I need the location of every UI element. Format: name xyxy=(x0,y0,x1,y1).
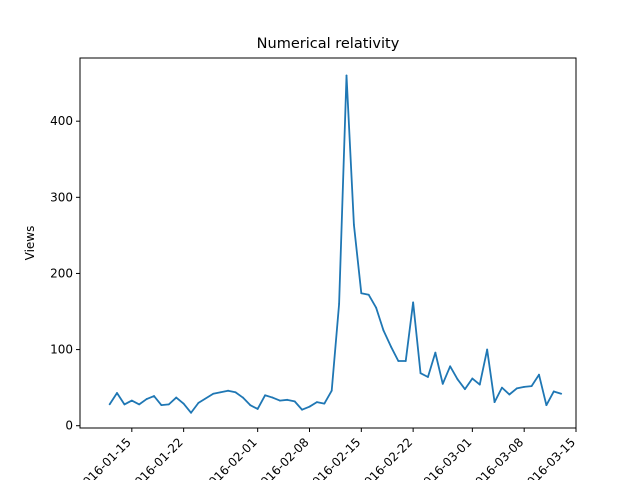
data-point xyxy=(471,377,474,380)
y-tick-label: 100 xyxy=(50,343,73,357)
data-point xyxy=(353,223,355,226)
data-point xyxy=(293,400,296,403)
data-point xyxy=(145,398,148,400)
data-point xyxy=(360,292,363,295)
data-point xyxy=(552,390,555,393)
data-point xyxy=(241,396,244,399)
data-point xyxy=(197,401,200,404)
data-point xyxy=(560,392,563,395)
data-point xyxy=(227,389,229,392)
data-point xyxy=(234,391,237,394)
data-point xyxy=(153,395,155,397)
data-point xyxy=(190,411,192,414)
y-tick-label: 300 xyxy=(50,190,73,204)
data-point xyxy=(404,360,407,362)
data-point xyxy=(123,403,126,406)
data-point xyxy=(315,401,318,404)
data-point xyxy=(249,404,252,407)
y-tick-label: 400 xyxy=(50,114,73,128)
data-point xyxy=(345,74,348,77)
series-line xyxy=(108,74,562,414)
data-point xyxy=(338,303,341,305)
data-point xyxy=(175,396,178,399)
data-point xyxy=(367,293,370,296)
plot-area xyxy=(108,74,563,414)
chart-title: Numerical relativity xyxy=(257,36,400,52)
data-point xyxy=(375,306,378,309)
x-tick-label: 2016-03-01 xyxy=(415,435,474,480)
data-point xyxy=(138,403,141,406)
data-point xyxy=(256,408,259,410)
data-point xyxy=(182,402,185,405)
data-point xyxy=(116,392,118,394)
y-tick-label: 0 xyxy=(65,419,73,433)
data-point xyxy=(130,399,133,402)
data-point xyxy=(523,385,526,388)
data-point xyxy=(530,385,533,388)
data-point xyxy=(419,372,422,375)
data-point xyxy=(330,389,333,392)
data-point xyxy=(464,388,466,391)
data-point xyxy=(538,373,540,376)
data-point xyxy=(382,329,385,332)
data-point xyxy=(412,301,415,304)
x-tick-label: 2016-02-01 xyxy=(201,435,260,480)
x-tick-label: 2016-03-08 xyxy=(467,435,526,480)
data-point xyxy=(427,376,429,378)
data-point xyxy=(301,408,303,411)
data-point xyxy=(545,404,548,407)
data-point xyxy=(434,351,437,354)
data-point xyxy=(308,405,311,408)
data-point xyxy=(456,378,459,381)
y-axis: 0 100 200 300 400 xyxy=(50,114,80,433)
x-tick-label: 2016-02-22 xyxy=(356,435,415,480)
x-tick-label: 2016-01-22 xyxy=(127,435,186,480)
data-point xyxy=(449,365,452,368)
data-point xyxy=(323,402,326,405)
data-point xyxy=(515,387,518,390)
data-point xyxy=(271,396,274,399)
data-point xyxy=(219,391,222,394)
data-point xyxy=(264,394,266,397)
x-tick-label: 2016-01-15 xyxy=(75,435,134,480)
x-tick-label: 2016-02-15 xyxy=(304,435,363,480)
data-point xyxy=(508,393,511,396)
plot-frame xyxy=(79,57,577,429)
data-point xyxy=(108,403,111,406)
data-point xyxy=(478,383,481,386)
data-point xyxy=(441,382,444,385)
data-point xyxy=(493,401,496,404)
data-point xyxy=(397,360,400,362)
data-point xyxy=(160,404,163,407)
y-axis-label: Views xyxy=(23,226,37,261)
data-point xyxy=(390,345,392,348)
data-point xyxy=(501,386,503,389)
data-point xyxy=(286,398,289,401)
data-point xyxy=(278,399,281,402)
data-point xyxy=(486,348,489,351)
x-tick-label: 2016-03-15 xyxy=(519,435,578,480)
y-tick-label: 200 xyxy=(50,266,73,280)
data-point xyxy=(167,403,170,406)
data-point xyxy=(212,392,215,395)
x-tick-label: 2016-02-08 xyxy=(252,435,311,480)
